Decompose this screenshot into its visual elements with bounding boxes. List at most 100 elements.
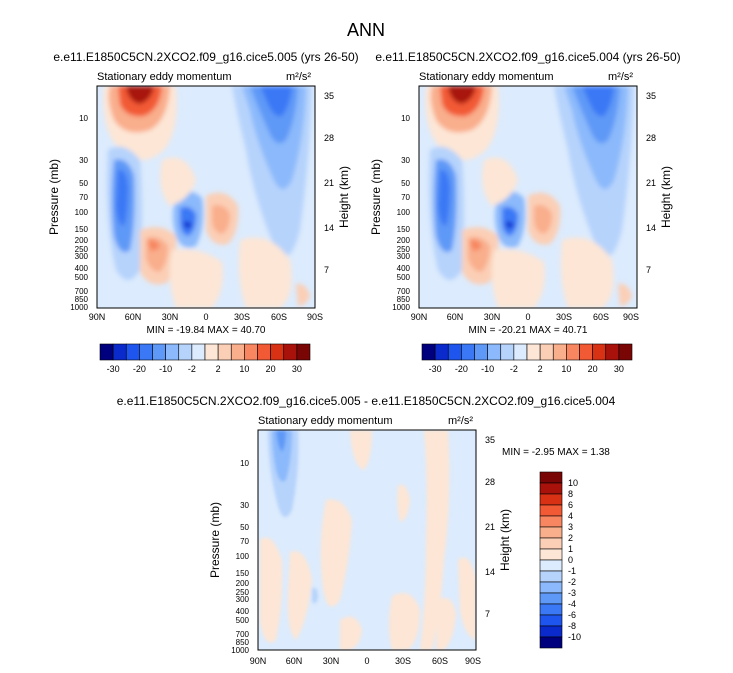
panel-1-colorbar: -30 -20 -10 -2 2 10 20 30 [99, 343, 311, 374]
y-tick-label: 200 [397, 236, 411, 245]
y-tick-label: 50 [401, 179, 410, 188]
y-tick-label: 50 [240, 523, 249, 532]
colorbar-2-swatch [434, 343, 449, 361]
colorbar-1-swatch [296, 343, 311, 361]
y-tick-label: 50 [79, 179, 88, 188]
x-tick-label: 30S [395, 656, 411, 666]
colorbar-3-label: -6 [568, 610, 576, 620]
y-tick-label: 1000 [231, 646, 249, 655]
colorbar-1-swatch [204, 343, 219, 361]
y-tick-label: 250 [75, 245, 89, 254]
colorbar-1-swatch [99, 343, 114, 361]
x-tick-label: 0 [525, 312, 530, 322]
x-tick-label: 90N [89, 312, 106, 322]
colorbar-3-swatch [539, 592, 563, 605]
colorbar-3-label: 3 [568, 522, 573, 532]
y-tick-label: 300 [236, 595, 250, 604]
y-tick-label: 300 [397, 252, 411, 261]
panel-2-min-max: MIN = -20.21 MAX = 40.71 [469, 325, 588, 336]
colorbar-3-swatch [539, 504, 563, 517]
panel-2-ylabel-right: Height (km) [659, 166, 673, 228]
colorbar-2-label: 2 [538, 364, 543, 374]
panel-3-ylabel: Pressure (mb) [208, 502, 222, 578]
panel-1-units: m²/s² [286, 71, 311, 83]
colorbar-3-swatch [539, 636, 563, 649]
y-tick-label: 100 [75, 208, 89, 217]
x-tick-label: 90S [465, 656, 481, 666]
height-tick-label: 7 [646, 265, 651, 275]
panel-2-plot-area [419, 86, 637, 308]
y-tick-label: 30 [240, 501, 249, 510]
colorbar-2-label: 30 [614, 364, 624, 374]
colorbar-2-label: -2 [510, 364, 518, 374]
height-tick-label: 21 [485, 522, 495, 532]
colorbar-3-swatch [539, 471, 563, 484]
panel-3-plot-area [258, 430, 476, 650]
colorbar-3-swatch [539, 570, 563, 583]
figure-title: ANN [347, 20, 385, 40]
y-tick-label: 100 [236, 552, 250, 561]
y-tick-label: 1000 [70, 303, 88, 312]
height-tick-label: 14 [646, 223, 656, 233]
y-tick-label: 300 [75, 252, 89, 261]
panel-3-title: e.e11.E1850C5CN.2XCO2.f09_g16.cice5.005 … [117, 394, 616, 408]
colorbar-1-label: -30 [107, 364, 120, 374]
panel-2-x-ticks: 90N 60N 30N 0 30S 60S 90S [411, 312, 639, 322]
colorbar-3-swatch [539, 625, 563, 638]
y-tick-label: 100 [397, 208, 411, 217]
y-tick-label: 250 [236, 588, 250, 597]
panel-3-y-ticks-right: 35 28 21 14 7 [485, 435, 495, 619]
y-tick-label: 150 [75, 225, 89, 234]
colorbar-3-label: 10 [568, 478, 578, 488]
colorbar-1-label: 2 [216, 364, 221, 374]
panel-2-y-ticks-right: 35 28 21 14 7 [646, 91, 656, 275]
colorbar-2-swatch [539, 343, 554, 361]
colorbar-1-swatch [244, 343, 258, 361]
colorbar-1-swatch [139, 343, 153, 361]
panel-2: e.e11.E1850C5CN.2XCO2.f09_g16.cice5.004 … [369, 50, 681, 374]
colorbar-1-swatch [178, 343, 193, 361]
x-tick-label: 90N [250, 656, 267, 666]
colorbar-2-label: -10 [481, 364, 494, 374]
y-tick-label: 200 [236, 579, 250, 588]
y-tick-label: 500 [236, 616, 250, 625]
colorbar-3-label: -1 [568, 566, 576, 576]
colorbar-1-swatch [165, 343, 180, 361]
x-tick-label: 60N [447, 312, 464, 322]
y-tick-label: 30 [401, 156, 410, 165]
colorbar-1-swatch [191, 343, 206, 361]
colorbar-2-swatch [421, 343, 436, 361]
panel-2-units: m²/s² [608, 71, 633, 83]
colorbar-1-swatch [283, 343, 298, 361]
panel-1-y-ticks-right: 35 28 21 14 7 [324, 91, 334, 275]
colorbar-2-swatch [447, 343, 462, 361]
colorbar-3-swatch [539, 493, 563, 506]
colorbar-3-label: 8 [568, 489, 573, 499]
panel-3-subtitle: Stationary eddy momentum [258, 415, 393, 427]
colorbar-2-swatch [618, 343, 633, 361]
colorbar-3-swatch [539, 559, 563, 572]
panel-2-colorbar: -30 -20 -10 -2 2 10 20 30 [421, 343, 633, 374]
x-tick-label: 30N [484, 312, 501, 322]
y-tick-label: 10 [79, 114, 88, 123]
colorbar-3-label: -10 [568, 632, 581, 642]
colorbar-3-label: -4 [568, 599, 576, 609]
panel-1-subtitle: Stationary eddy momentum [97, 71, 232, 83]
colorbar-2-label: 10 [561, 364, 571, 374]
colorbar-1-swatch [125, 343, 140, 361]
panel-3: e.e11.E1850C5CN.2XCO2.f09_g16.cice5.005 … [117, 394, 616, 666]
colorbar-3-swatch [539, 526, 563, 539]
colorbar-3-label: 1 [568, 544, 573, 554]
colorbar-3-swatch [539, 515, 563, 528]
height-tick-label: 7 [324, 265, 329, 275]
y-tick-label: 400 [75, 264, 89, 273]
height-tick-label: 7 [485, 609, 490, 619]
colorbar-2-swatch [605, 343, 620, 361]
y-tick-label: 850 [75, 295, 89, 304]
y-tick-label: 10 [401, 114, 410, 123]
colorbar-3-label: 2 [568, 533, 573, 543]
y-tick-label: 700 [236, 630, 250, 639]
height-tick-label: 21 [646, 178, 656, 188]
